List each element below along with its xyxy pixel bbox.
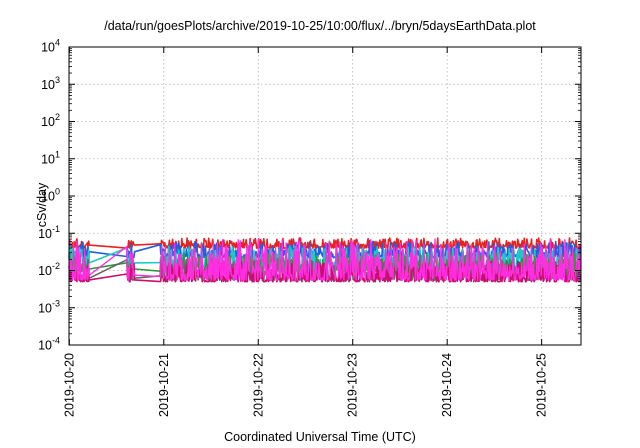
x-tick-label: 2019-10-20 xyxy=(62,353,76,417)
y-tick-label: 10-1 xyxy=(38,224,60,241)
x-axis-label: Coordinated Universal Time (UTC) xyxy=(224,430,416,444)
series-group xyxy=(68,237,582,283)
chart-title: /data/run/goesPlots/archive/2019-10-25/1… xyxy=(104,19,536,33)
y-tick-label: 102 xyxy=(41,112,60,129)
y-tick-label: 10-2 xyxy=(38,261,60,278)
plot-frame xyxy=(68,46,582,346)
x-tick-labels: 2019-10-20 2019-10-21 2019-10-22 2019-10-23… xyxy=(62,353,548,417)
x-tick-label: 2019-10-24 xyxy=(440,353,454,417)
x-tick-label: 2019-10-22 xyxy=(251,353,265,417)
y-tick-label: 104 xyxy=(41,38,60,55)
series-line xyxy=(68,237,582,249)
y-tick-label: 100 xyxy=(41,187,60,204)
y-tick-label: 103 xyxy=(41,75,60,92)
y-tick-label: 10-4 xyxy=(38,336,60,353)
grid-lines xyxy=(68,47,581,345)
x-tick-label: 2019-10-21 xyxy=(157,353,171,417)
plot-border xyxy=(68,46,582,346)
x-tick-label: 2019-10-23 xyxy=(346,353,360,417)
x-tick-label: 2019-10-25 xyxy=(535,353,549,417)
series-line xyxy=(68,238,582,281)
y-tick-labels: 10-4 10-3 10-2 10-1 100 101 102 103 104 xyxy=(38,38,60,353)
y-tick-label: 10-3 xyxy=(38,298,60,315)
y-tick-label: 101 xyxy=(41,149,60,166)
